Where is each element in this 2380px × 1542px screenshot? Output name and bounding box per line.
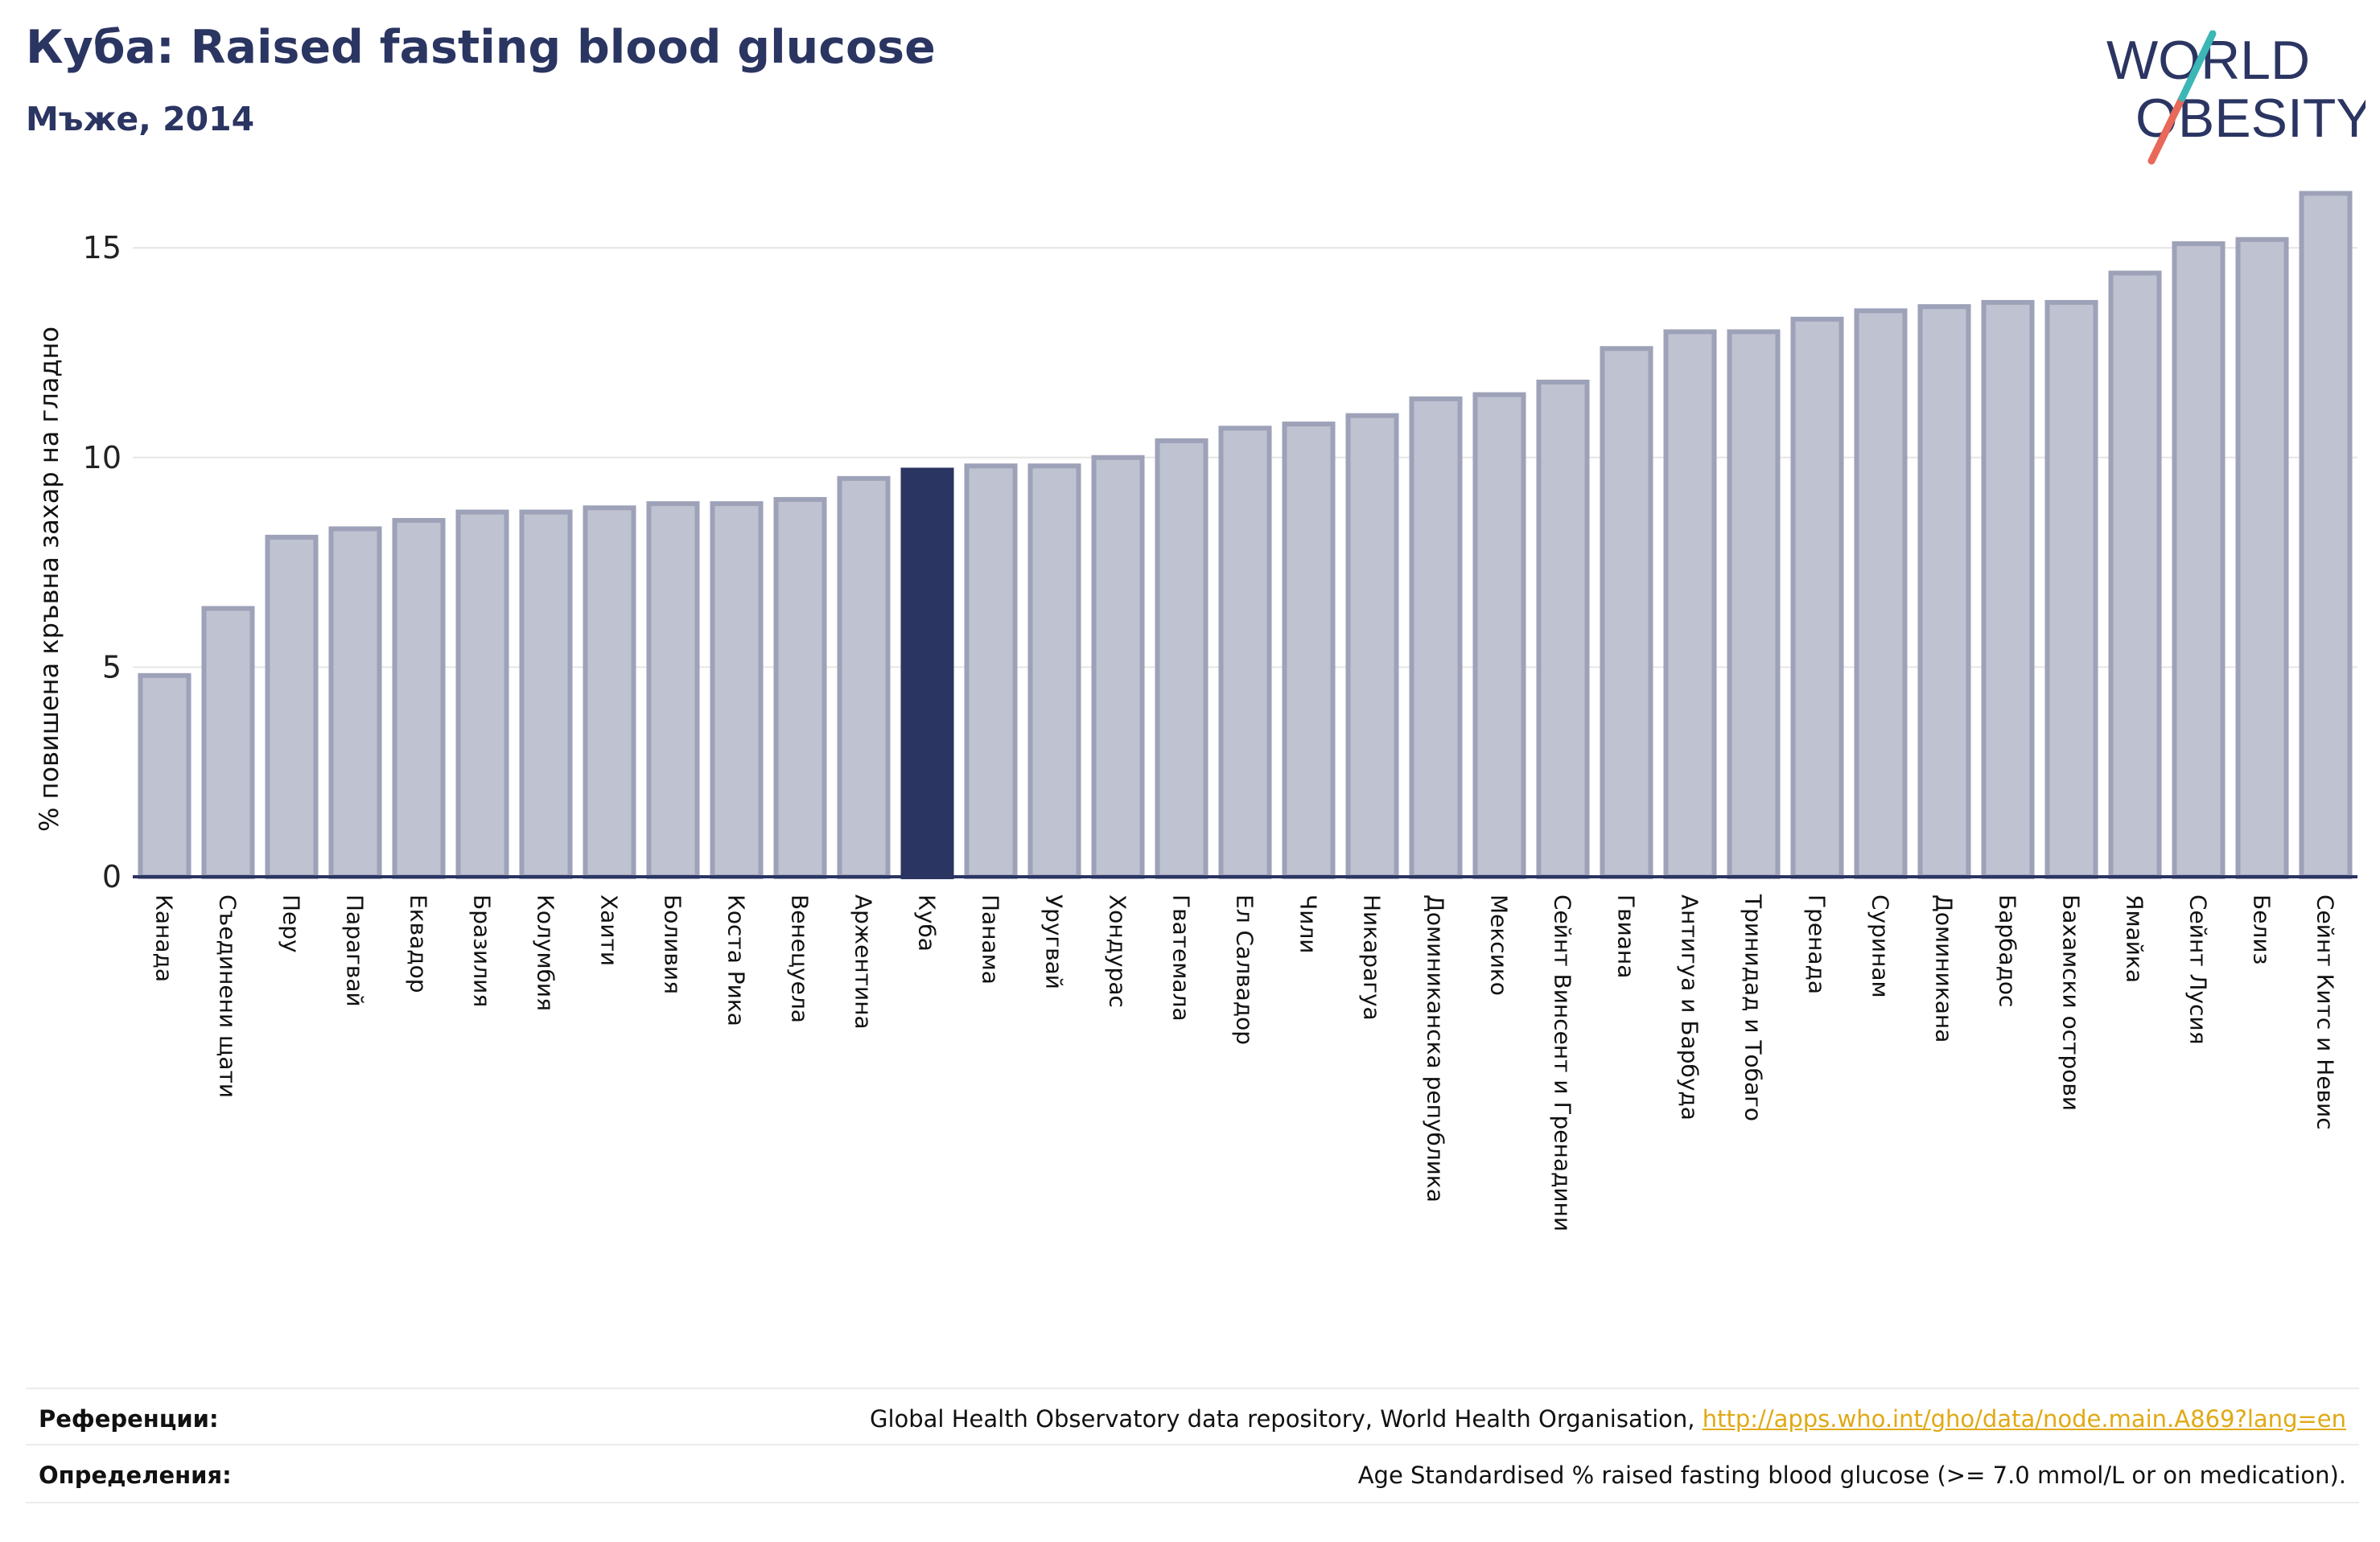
x-tick-label: Сейнт Лусия — [2185, 894, 2212, 1045]
bar — [201, 606, 255, 879]
x-tick-label: Бахамски острови — [2058, 894, 2085, 1111]
bar — [964, 463, 1018, 879]
references-value: Global Health Observatory data repositor… — [870, 1405, 2346, 1433]
bar — [1663, 329, 1717, 879]
x-tick-label: Доминикана — [1931, 894, 1958, 1042]
x-tick-label: Ел Салвадор — [1232, 894, 1258, 1045]
references-label: Референции: — [39, 1405, 219, 1433]
page-title: Куба: Raised fasting blood glucose — [26, 21, 936, 74]
bar — [265, 534, 319, 879]
bar — [1536, 379, 1590, 879]
x-tick-label: Коста Рика — [723, 894, 750, 1026]
bar — [1345, 413, 1399, 879]
bar — [1027, 463, 1081, 879]
bar — [1854, 308, 1908, 879]
x-tick-label: Белиз — [2249, 894, 2275, 964]
x-tick-label: Венецуела — [787, 894, 813, 1023]
bar-chart: 0 5 10 15 % повишена кръвна захар на гладно К… — [34, 191, 2357, 1232]
x-tick-label: Съединени щати — [215, 894, 241, 1098]
x-tick-label: Гренада — [1804, 894, 1830, 994]
references-row: Референции: Global Health Observatory da… — [26, 1388, 2359, 1445]
bar — [2172, 241, 2226, 879]
bar — [2108, 270, 2162, 880]
x-tick-label: Хондурас — [1105, 894, 1131, 1008]
bar — [2044, 299, 2098, 879]
references-link[interactable]: http://apps.who.int/gho/data/node.main.A… — [1702, 1405, 2346, 1433]
page-subtitle: Мъже, 2014 — [26, 100, 255, 138]
x-tick-label: Аржентина — [850, 894, 877, 1030]
bar — [837, 475, 891, 880]
bar — [1790, 316, 1844, 879]
y-tick-label: 15 — [83, 230, 121, 265]
x-tick-label: Уругвай — [1041, 894, 1068, 989]
bar — [710, 501, 764, 879]
x-tick-label: Чили — [1295, 894, 1322, 954]
x-tick-label: Барбадос — [1995, 894, 2021, 1007]
x-tick-label: Еквадор — [406, 894, 432, 993]
definitions-row: Определения: Age Standardised % raised f… — [26, 1444, 2359, 1503]
y-tick-label: 10 — [83, 440, 121, 475]
bar — [138, 672, 191, 879]
bar — [1091, 454, 1145, 879]
bar — [1282, 421, 1336, 879]
bar — [1600, 346, 1653, 880]
x-tick-label: Панама — [978, 894, 1004, 985]
bar — [1409, 396, 1463, 879]
bar — [1155, 438, 1209, 879]
bar — [455, 509, 509, 880]
bar — [1981, 299, 2035, 879]
x-tick-label: Гватемала — [1168, 894, 1195, 1022]
bar — [2235, 236, 2289, 879]
bar — [773, 496, 827, 880]
bar — [1727, 329, 1781, 879]
x-tick-label: Парагвай — [342, 894, 369, 1007]
x-tick-label: Доминиканска република — [1423, 894, 1449, 1203]
world-obesity-logo: WORLD OBESITY — [2106, 30, 2366, 165]
y-tick-label: 0 — [102, 859, 121, 894]
logo-slash-teal — [2178, 30, 2217, 102]
x-tick-label: Перу — [278, 894, 305, 953]
x-tick-label: Сейнт Китс и Невис — [2312, 894, 2339, 1130]
x-tick-label: Антигуа и Барбуда — [1677, 894, 1703, 1121]
logo-slash-red — [2147, 94, 2186, 165]
x-tick-label: Сейнт Винсент и Гренадини — [1550, 894, 1576, 1232]
bar-highlight — [900, 467, 954, 879]
bar — [1218, 426, 1272, 879]
x-tick-label: Гвиана — [1613, 894, 1640, 978]
x-tick-label: Куба — [914, 894, 941, 952]
x-tick-label: Тринидад и Тобаго — [1740, 894, 1767, 1121]
x-tick-label: Суринам — [1867, 894, 1894, 998]
x-tick-label: Мексико — [1486, 894, 1513, 996]
x-tick-label: Канада — [151, 894, 178, 982]
bar — [583, 505, 636, 879]
references-text: Global Health Observatory data repositor… — [869, 1405, 1703, 1433]
x-tick-label: Колумбия — [533, 894, 559, 1011]
definitions-label: Определения: — [39, 1462, 232, 1489]
x-tick-label: Боливия — [660, 894, 686, 994]
x-tick-label: Хаити — [596, 894, 623, 966]
x-tick-label: Никарагуа — [1359, 894, 1386, 1021]
y-tick-label: 5 — [102, 649, 121, 685]
x-tick-label: Ямайка — [2122, 894, 2148, 983]
definitions-text: Age Standardised % raised fasting blood … — [1357, 1462, 2346, 1489]
x-tick-label: Бразилия — [469, 894, 496, 1007]
bar — [519, 509, 573, 880]
bar — [2299, 191, 2353, 879]
bar — [646, 501, 700, 879]
bar — [328, 526, 382, 879]
bar — [392, 517, 446, 880]
bar — [1472, 392, 1526, 879]
y-axis-label: % повишена кръвна захар на гладно — [34, 327, 64, 832]
bar — [1917, 304, 1971, 880]
